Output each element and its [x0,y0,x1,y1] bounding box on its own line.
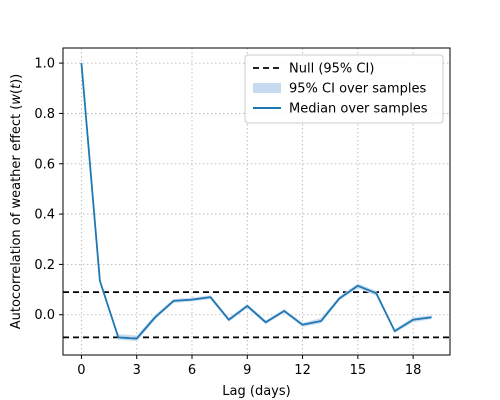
y-ticks: 0.0 0.2 0.4 0.6 0.8 1.0 [34,57,63,323]
plot-frame [62,47,451,356]
legend-box [244,54,444,124]
y-tick-label: 1.0 [34,57,55,72]
x-tick-label: 6 [188,363,196,378]
y-axis-label-close: )) [9,74,24,84]
y-axis-label: Autocorrelation of weather effect (w(t)) [9,74,24,330]
y-axis-label-arg: t [9,83,24,89]
legend-band-swatch [253,83,281,93]
legend-null-label: Null (95% CI) [289,62,374,77]
x-tick-label: 12 [294,363,311,378]
y-tick-label: 0.4 [34,208,55,223]
x-tick-label: 9 [243,363,251,378]
y-tick-label: 0.6 [34,157,55,172]
median-line [80,63,432,340]
x-ticks: 0 3 6 9 12 15 18 [77,355,421,378]
legend: Null (95% CI) 95% CI over samples Median… [244,54,444,124]
y-tick-label: 0.0 [34,308,55,323]
x-tick-label: 3 [133,363,141,378]
median-line-layer [80,63,432,340]
legend-median-label: Median over samples [289,102,428,117]
y-axis-label-text: Autocorrelation of weather effect ( [9,105,24,330]
x-tick-label: 0 [77,363,85,378]
y-axis-label-open: ( [9,89,24,94]
x-axis-label: Lag (days) [222,384,290,399]
x-tick-label: 15 [350,363,367,378]
legend-band-label: 95% CI over samples [289,82,426,97]
y-tick-label: 0.2 [34,258,55,273]
y-axis-label-var: w [9,94,24,105]
x-tick-label: 18 [405,363,422,378]
y-tick-label: 0.8 [34,107,55,122]
